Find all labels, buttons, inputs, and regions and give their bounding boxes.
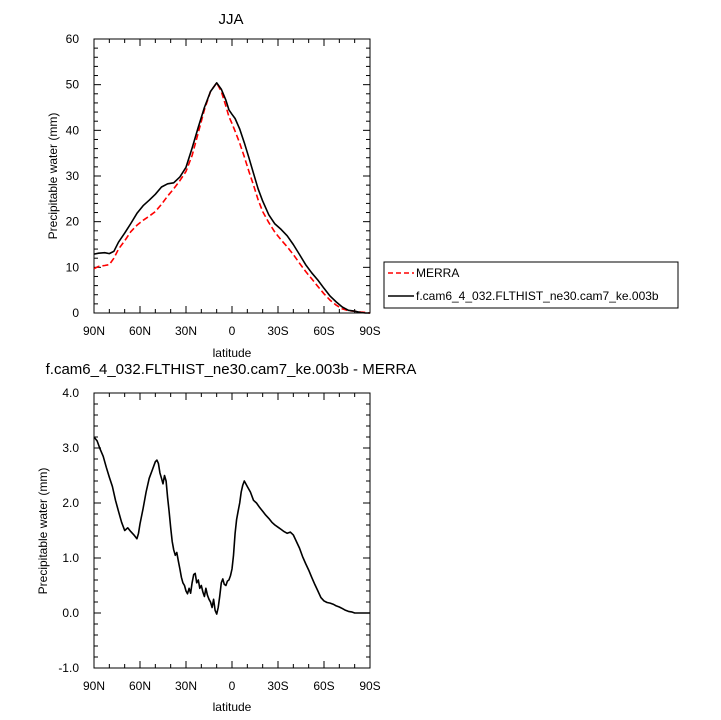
panel-top: JJA 90N 60N 30N 0 30S 60S 90S 0 10 20 30 40 50 60 lat… [46,11,381,360]
top-series-line-model [93,82,370,314]
top-xtick-label: 90S [359,324,380,338]
bottom-ytick-label: 0.0 [62,606,79,620]
bottom-x-axis-label: latitude [213,700,252,714]
top-plot-frame [93,38,371,314]
legend-box [383,261,679,309]
top-y-axis-label: Precipitable water (mm) [46,113,60,240]
top-xtick-label: 0 [229,324,236,338]
bottom-plot-frame [93,392,371,669]
top-x-axis-label: latitude [213,346,252,360]
legend-label-merra: MERRA [416,266,459,280]
top-chart-title: JJA [218,11,243,28]
bottom-ytick-label: -1.0 [58,661,79,675]
panel-bottom: f.cam6_4_032.FLTHIST_ne30.cam7_ke.003b -… [36,361,416,714]
bottom-xtick-label: 90S [359,679,380,693]
bottom-xtick-label: 60N [129,679,151,693]
top-ytick-label: 0 [72,306,79,320]
bottom-xtick-label: 30N [175,679,197,693]
top-ytick-label: 60 [66,32,80,46]
bottom-y-axis-label: Precipitable water (mm) [36,468,50,595]
top-xtick-label: 60S [313,324,334,338]
top-series-group [93,82,371,314]
bottom-ytick-label: 3.0 [62,441,79,455]
bottom-ticks: 90N 60N 30N 0 30S 60S 90S -1.0 0.0 1.0 2.0 3.0 4.0 [58,386,380,693]
bottom-xtick-label: 0 [229,679,236,693]
bottom-series-group [93,436,370,615]
bottom-ytick-label: 1.0 [62,551,79,565]
bottom-xtick-label: 30S [267,679,288,693]
bottom-ytick-label: 4.0 [62,386,79,400]
legend-label-model: f.cam6_4_032.FLTHIST_ne30.cam7_ke.003b [416,289,659,303]
top-series-line-merra [93,82,371,314]
bottom-xtick-label: 60S [313,679,334,693]
top-ytick-label: 10 [66,260,80,274]
top-ytick-label: 50 [66,78,80,92]
top-xtick-label: 90N [83,324,105,338]
top-xtick-label: 30N [175,324,197,338]
top-ytick-label: 20 [66,215,80,229]
bottom-xtick-label: 90N [83,679,105,693]
bottom-chart-title: f.cam6_4_032.FLTHIST_ne30.cam7_ke.003b -… [46,361,417,378]
top-xtick-label: 60N [129,324,151,338]
top-ytick-label: 40 [66,123,80,137]
legend: MERRA f.cam6_4_032.FLTHIST_ne30.cam7_ke.… [383,261,679,309]
bottom-ytick-label: 2.0 [62,496,79,510]
top-ticks: 90N 60N 30N 0 30S 60S 90S 0 10 20 30 40 50 60 [66,32,381,338]
bottom-series-line-model [93,436,370,615]
top-ytick-label: 30 [66,169,80,183]
top-xtick-label: 30S [267,324,288,338]
